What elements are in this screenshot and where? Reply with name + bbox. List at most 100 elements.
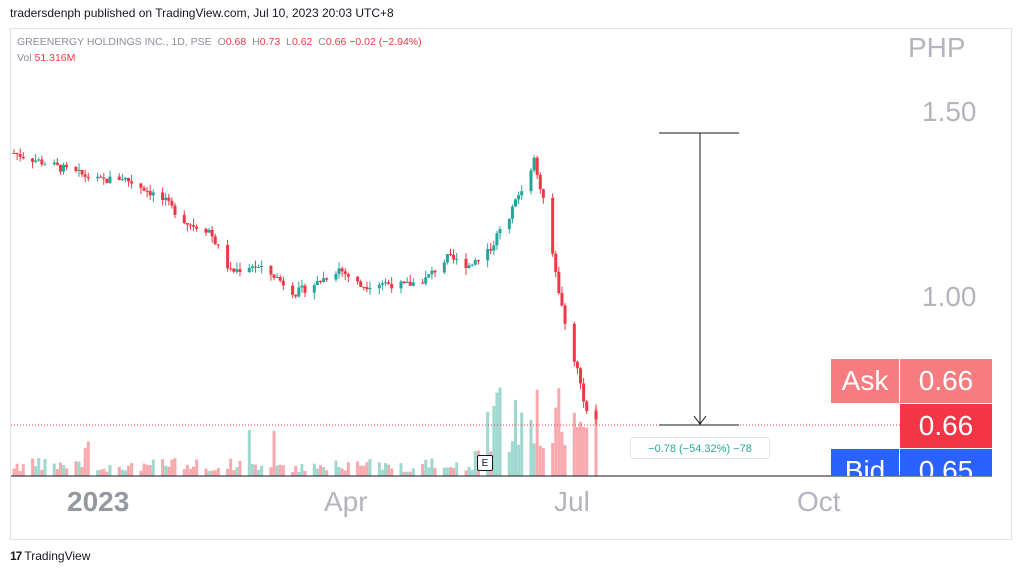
candle-body [557, 271, 561, 294]
legend-close-label: C [318, 36, 326, 48]
candle-body [83, 174, 87, 177]
volume-bar [269, 467, 273, 476]
volume-bar [195, 459, 199, 476]
volume-bar [142, 463, 146, 476]
volume-bar [312, 463, 316, 476]
candle-body [563, 305, 567, 324]
candle-body [356, 276, 360, 282]
time-tick-apr: Apr [324, 486, 368, 517]
candle-body [492, 245, 496, 251]
volume-bar [529, 419, 533, 476]
candle-body [442, 262, 446, 273]
candle-body [139, 183, 143, 188]
candle-body [86, 176, 90, 179]
candle-body [402, 281, 406, 284]
volume-bar [173, 458, 177, 476]
candle-body [207, 229, 211, 233]
volume-bar [433, 467, 437, 476]
candle-body [387, 282, 391, 284]
candle-body [334, 273, 338, 280]
volume-bar [148, 465, 152, 476]
candle-body [102, 177, 106, 179]
candle-body [145, 190, 149, 192]
candle-body [105, 178, 109, 183]
candle-body [173, 205, 177, 215]
volume-bar [188, 468, 192, 476]
candle-body [560, 293, 564, 306]
volume-bar [260, 465, 264, 476]
candle-body [383, 282, 387, 284]
volume-bar [257, 470, 261, 476]
candle-body [452, 254, 456, 260]
candle-body [399, 281, 403, 289]
candle-body [40, 159, 44, 165]
candle-body [343, 271, 347, 275]
candle-body [213, 236, 217, 245]
volume-bar [65, 468, 69, 476]
legend-open-label: O [217, 36, 226, 48]
volume-bar [62, 465, 66, 476]
legend-low-label: L [286, 36, 292, 48]
candle-body [455, 258, 459, 260]
volume-bar [58, 462, 62, 476]
volume-bar [514, 399, 518, 476]
volume-bar [337, 466, 341, 476]
candle-body [337, 268, 341, 274]
candle-body [170, 200, 174, 206]
candle-body [21, 156, 25, 159]
volume-bar [139, 470, 143, 476]
legend-low: 0.62 [291, 36, 313, 48]
candle-body [123, 177, 127, 180]
candle-body [142, 187, 146, 191]
candle-body [278, 277, 282, 281]
volume-bar [185, 464, 189, 476]
volume-bar [551, 442, 555, 476]
candle-body [325, 278, 329, 280]
candle-body [151, 192, 155, 196]
volume-bar [582, 427, 586, 476]
measure-tool[interactable] [659, 132, 739, 426]
volume-bar [399, 463, 403, 476]
candle-body [380, 283, 384, 285]
volume-bar [291, 471, 295, 476]
candle-body [297, 287, 301, 297]
volume-bar [585, 427, 589, 476]
candle-body [312, 285, 316, 293]
candle-body [99, 176, 103, 178]
candle-body [167, 197, 171, 201]
volume-bar [80, 466, 84, 476]
volume-bar [510, 441, 514, 476]
symbol-legend: GREENERGY HOLDINGS INC., 1D, PSE O0.68 H… [17, 36, 422, 48]
candle-body [294, 294, 298, 297]
volume-bar [594, 408, 598, 476]
candle-body [247, 267, 251, 272]
volume-bar [247, 429, 251, 476]
candle-body [365, 287, 369, 290]
candle-body [495, 233, 499, 246]
volume-bar [455, 462, 459, 476]
volume-bar [74, 461, 78, 476]
volume-bar [380, 469, 384, 476]
candle-body [235, 269, 239, 272]
volume-bar [297, 471, 301, 476]
volume-bar [272, 430, 276, 476]
volume-bar [532, 443, 536, 476]
candle-body [192, 224, 196, 227]
volume-bar [340, 468, 344, 476]
candle-body [127, 177, 131, 182]
volume-bar [300, 464, 304, 476]
volume-bar [538, 445, 542, 476]
volume-bars [12, 387, 598, 476]
bid-price-tag: 0.65 [900, 449, 992, 476]
candle-body [204, 228, 208, 233]
volume-bar [402, 471, 406, 476]
volume-bar [229, 458, 233, 476]
publisher-line: tradersdenph published on TradingView.co… [10, 6, 394, 20]
candle-body [210, 229, 214, 237]
earnings-event-marker[interactable]: E [477, 455, 493, 471]
candle-body [464, 258, 468, 268]
volume-value: 51.316M [34, 52, 76, 64]
candle-body [368, 288, 372, 290]
candle-body [541, 189, 545, 198]
